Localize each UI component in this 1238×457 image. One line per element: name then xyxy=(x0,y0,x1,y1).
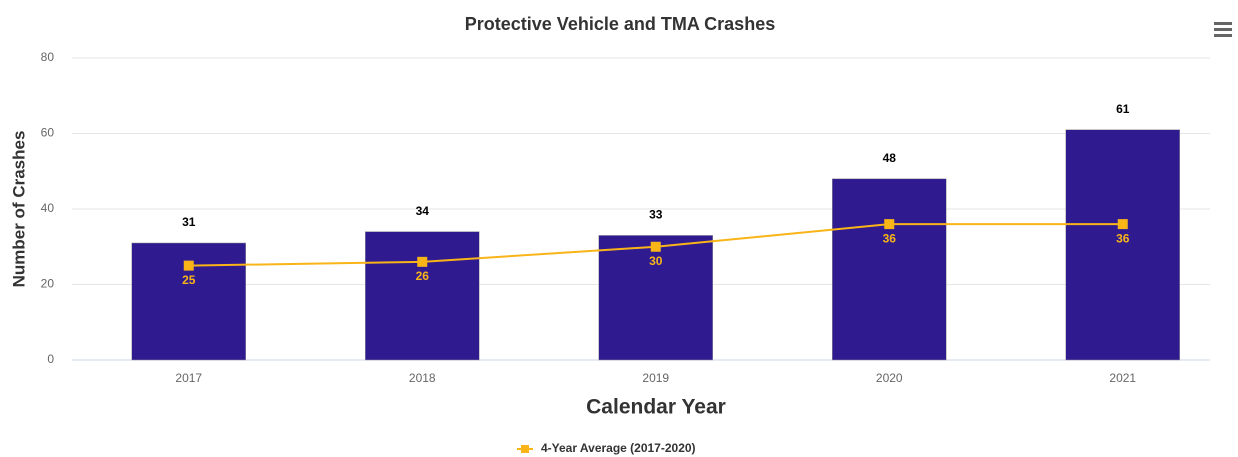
x-tick-label: 2018 xyxy=(409,371,436,385)
legend-marker xyxy=(521,445,529,453)
y-tick-label: 60 xyxy=(41,126,55,140)
x-tick-label: 2017 xyxy=(175,371,202,385)
line-value-label: 26 xyxy=(416,269,430,283)
legend-label: 4-Year Average (2017-2020) xyxy=(541,441,696,455)
bar-value-label: 31 xyxy=(182,215,196,229)
bar xyxy=(365,231,480,361)
bar xyxy=(131,242,246,361)
menu-bar xyxy=(1214,34,1232,37)
line-value-label: 36 xyxy=(883,231,897,245)
bar xyxy=(598,235,713,361)
y-tick-label: 40 xyxy=(41,201,55,215)
x-axis-title: Calendar Year xyxy=(586,396,726,419)
line-value-label: 30 xyxy=(649,254,663,268)
x-tick-label: 2021 xyxy=(1109,371,1136,385)
line-marker xyxy=(1117,219,1128,230)
menu-icon[interactable] xyxy=(1214,22,1232,37)
bar xyxy=(832,178,947,361)
bar xyxy=(1065,129,1180,361)
x-tick-label: 2020 xyxy=(876,371,903,385)
line-marker xyxy=(884,219,895,230)
y-axis-title: Number of Crashes xyxy=(9,131,28,288)
y-tick-label: 20 xyxy=(41,277,55,291)
y-tick-label: 0 xyxy=(47,352,54,366)
line-marker xyxy=(417,256,428,267)
chart-title: Protective Vehicle and TMA Crashes xyxy=(465,14,775,34)
x-tick-label: 2019 xyxy=(642,371,669,385)
bar-value-label: 61 xyxy=(1116,102,1130,116)
menu-bar xyxy=(1214,22,1232,25)
line-value-label: 36 xyxy=(1116,231,1130,245)
line-marker xyxy=(183,260,194,271)
line-value-label: 25 xyxy=(182,273,196,287)
y-tick-label: 80 xyxy=(41,50,55,64)
bar-value-label: 34 xyxy=(416,204,430,218)
line-marker xyxy=(650,241,661,252)
bar-value-label: 48 xyxy=(883,151,897,165)
menu-bar xyxy=(1214,28,1232,31)
bar-value-label: 33 xyxy=(649,208,663,222)
